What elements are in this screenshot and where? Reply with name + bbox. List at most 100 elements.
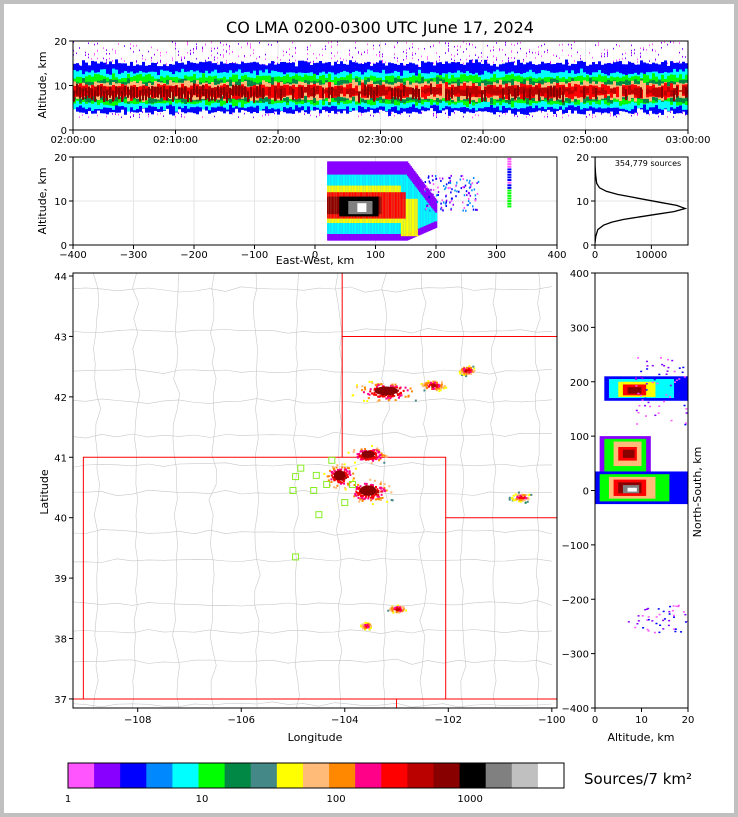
density-mark bbox=[280, 59, 281, 61]
plan-density-mark bbox=[355, 486, 358, 489]
latitude-tick-label: 44 bbox=[54, 272, 67, 283]
density-mark bbox=[397, 88, 399, 100]
plan-density-mark bbox=[364, 627, 367, 630]
county-boundary bbox=[73, 529, 552, 536]
density-mark bbox=[538, 51, 539, 53]
density-mark bbox=[553, 86, 555, 98]
density-mark bbox=[301, 86, 303, 98]
density-mark bbox=[382, 85, 385, 96]
density-mark bbox=[373, 47, 374, 50]
density-mark bbox=[385, 61, 386, 64]
density-mark bbox=[79, 47, 80, 49]
density-mark bbox=[457, 49, 458, 52]
ns-density-mark bbox=[627, 387, 642, 394]
density-mark bbox=[466, 42, 467, 45]
density-mark bbox=[619, 113, 620, 115]
plan-density-mark bbox=[473, 370, 476, 373]
density-mark bbox=[412, 52, 413, 54]
plan-density-mark bbox=[367, 392, 370, 395]
density-mark bbox=[451, 53, 452, 56]
density-mark bbox=[487, 44, 488, 47]
density-mark bbox=[118, 43, 119, 45]
density-mark bbox=[367, 86, 369, 98]
plan-density-mark bbox=[391, 383, 394, 386]
histogram-tick-label: 10000 bbox=[635, 250, 667, 261]
ns-density-mark bbox=[663, 365, 666, 367]
plan-density-mark bbox=[425, 386, 428, 389]
ns-tick-label: 100 bbox=[570, 432, 589, 443]
density-mark bbox=[496, 58, 497, 61]
north-south-ylabel: North-South, km bbox=[691, 447, 704, 538]
ew-density-mark bbox=[432, 193, 434, 196]
plan-density-mark bbox=[514, 499, 517, 502]
density-mark bbox=[520, 87, 523, 95]
ew-density-mark bbox=[468, 181, 470, 184]
ew-density-mark bbox=[435, 177, 438, 180]
plan-density-mark bbox=[522, 494, 525, 497]
plan-density-mark bbox=[395, 606, 398, 609]
histogram-tick-label: 10 bbox=[576, 197, 589, 208]
plan-density-mark bbox=[438, 385, 441, 388]
colorbar-cell bbox=[537, 763, 565, 788]
plan-density-mark bbox=[440, 381, 443, 384]
ns-density-mark bbox=[678, 378, 681, 380]
plan-density-mark bbox=[407, 394, 410, 397]
density-mark bbox=[232, 51, 233, 54]
plan-density-mark bbox=[340, 482, 343, 485]
density-mark bbox=[550, 63, 551, 65]
density-mark bbox=[517, 51, 518, 54]
lma-station-marker bbox=[349, 480, 357, 488]
ew-density-mark bbox=[441, 199, 444, 202]
density-mark bbox=[667, 43, 668, 46]
ns-density-mark bbox=[683, 404, 686, 407]
density-mark bbox=[514, 61, 515, 63]
plan-density-mark bbox=[346, 475, 349, 478]
density-mark bbox=[406, 55, 407, 58]
plan-density-mark bbox=[398, 607, 401, 610]
ew-tick-label: −300 bbox=[120, 250, 147, 261]
plan-view-density bbox=[323, 365, 533, 631]
density-mark bbox=[403, 64, 404, 67]
density-mark bbox=[634, 63, 635, 66]
plan-density-mark bbox=[522, 498, 525, 501]
density-mark bbox=[130, 47, 131, 50]
density-mark bbox=[532, 88, 535, 97]
density-mark bbox=[580, 57, 581, 60]
density-mark bbox=[265, 58, 266, 61]
density-mark bbox=[436, 60, 437, 63]
plan-density-mark bbox=[360, 457, 363, 460]
density-mark bbox=[202, 116, 203, 118]
density-mark bbox=[649, 113, 650, 116]
density-mark bbox=[106, 89, 108, 101]
density-mark bbox=[583, 87, 585, 99]
plan-density-mark bbox=[512, 498, 515, 501]
plan-density-mark bbox=[394, 399, 397, 402]
density-mark bbox=[547, 49, 548, 52]
density-mark bbox=[406, 52, 407, 54]
ew-density-mark bbox=[469, 194, 472, 197]
plan-density-mark bbox=[365, 624, 368, 627]
plan-density-mark bbox=[515, 497, 518, 500]
density-mark bbox=[310, 114, 311, 117]
density-mark bbox=[454, 112, 455, 114]
plan-density-mark bbox=[357, 494, 360, 497]
ew-density-mark bbox=[437, 186, 439, 189]
density-mark bbox=[595, 44, 596, 47]
ew-density-mark bbox=[474, 198, 477, 201]
density-mark bbox=[508, 57, 509, 59]
plan-density-mark bbox=[356, 386, 359, 389]
density-mark bbox=[472, 116, 473, 119]
density-mark bbox=[682, 55, 683, 58]
ew-density-mark bbox=[450, 199, 453, 202]
density-mark bbox=[445, 42, 446, 44]
plan-density-mark bbox=[374, 498, 377, 501]
plan-density-mark bbox=[518, 496, 521, 499]
density-mark bbox=[502, 88, 504, 100]
density-mark bbox=[247, 43, 248, 46]
density-mark bbox=[319, 53, 320, 56]
density-mark bbox=[160, 54, 161, 57]
plan-density-mark bbox=[348, 470, 351, 473]
time-tick-label: 02:40:00 bbox=[461, 135, 506, 146]
density-mark bbox=[139, 116, 140, 119]
